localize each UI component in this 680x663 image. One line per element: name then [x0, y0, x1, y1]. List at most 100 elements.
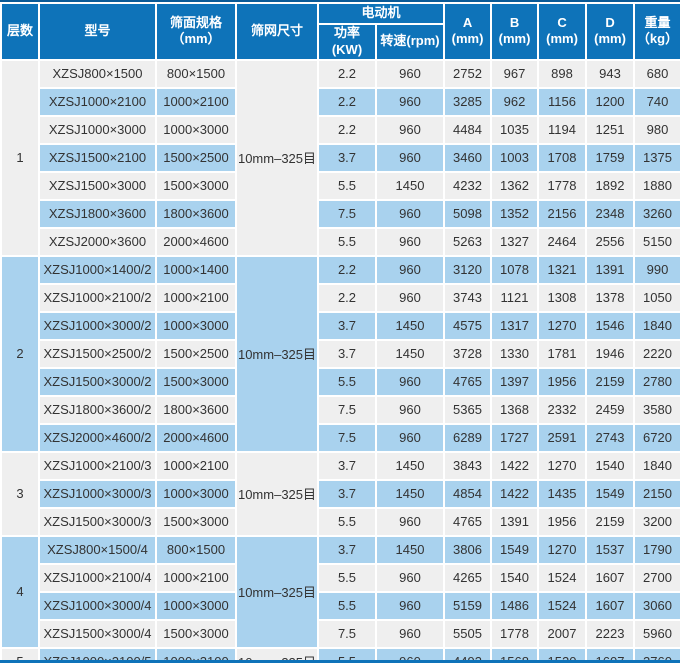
dim-b-cell: 1368: [490, 394, 540, 425]
dim-a-cell: 3728: [443, 338, 493, 369]
power-cell: 5.5: [317, 590, 377, 621]
power-cell: 3.7: [317, 310, 377, 341]
weight-cell: 2150: [633, 478, 680, 509]
dim-c-cell: 1956: [537, 506, 588, 537]
speed-cell: 960: [374, 226, 446, 257]
dim-a-cell: 3285: [443, 86, 493, 117]
dim-b-cell: 1568: [490, 646, 540, 660]
power-cell: 7.5: [317, 394, 377, 425]
dim-a-cell: 4575: [443, 310, 493, 341]
header-row-1: 层数 型号 筛面规格 （mm） 筛网尺寸 电动机 A (mm) B (mm) C…: [0, 2, 680, 61]
model-cell: XZSJ1000×3000/3: [38, 478, 157, 509]
table-row: XZSJ1800×3600/2 1800×3600 7.5 960 5365 1368 23…: [1, 394, 680, 425]
dim-a-cell: 5365: [443, 394, 493, 425]
dim-d-cell: 1378: [585, 282, 636, 313]
layer-cell: 3: [0, 450, 40, 537]
dim-c-cell: 898: [537, 58, 588, 89]
speed-cell: 960: [374, 506, 446, 537]
dim-d-cell: 2743: [585, 422, 636, 453]
table-row: XZSJ1500×3000/4 1500×3000 7.5 960 5505 1778 20…: [1, 618, 680, 649]
spec-cell: 1500×2500: [155, 338, 237, 369]
weight-cell: 5150: [633, 226, 680, 257]
power-cell: 2.2: [317, 114, 377, 145]
table-row: XZSJ1500×2500/2 1500×2500 3.7 1450 3728 1330 1…: [1, 338, 680, 369]
speed-cell: 960: [374, 142, 446, 173]
model-cell: XZSJ1000×2100/3: [38, 450, 157, 481]
speed-cell: 960: [374, 646, 446, 660]
weight-cell: 1050: [633, 282, 680, 313]
dim-d-cell: 1607: [585, 590, 636, 621]
dim-d-cell: 1537: [585, 534, 636, 565]
dim-a-cell: 4854: [443, 478, 493, 509]
table-row: XZSJ1500×2100 1500×2500 3.7 960 3460 1003 1708…: [1, 142, 680, 173]
model-cell: XZSJ1000×2100/4: [38, 562, 157, 593]
model-cell: XZSJ1500×3000: [38, 170, 157, 201]
dim-b-cell: 1078: [490, 254, 540, 285]
dim-a-cell: 4232: [443, 170, 493, 201]
header-motor-power: 功率(KW): [317, 23, 377, 61]
model-cell: XZSJ1500×2500/2: [38, 338, 157, 369]
layer-cell: 2: [0, 254, 40, 453]
model-cell: XZSJ1000×3000: [38, 114, 157, 145]
power-cell: 7.5: [317, 198, 377, 229]
speed-cell: 1450: [374, 478, 446, 509]
power-cell: 2.2: [317, 254, 377, 285]
dim-c-cell: 1520: [537, 646, 588, 660]
model-cell: XZSJ1800×3600: [38, 198, 157, 229]
power-cell: 5.5: [317, 226, 377, 257]
spec-cell: 1000×1400: [155, 254, 237, 285]
spec-cell: 1000×3000: [155, 310, 237, 341]
weight-cell: 1840: [633, 310, 680, 341]
weight-cell: 680: [633, 58, 680, 89]
power-cell: 5.5: [317, 646, 377, 660]
dim-b-cell: 1397: [490, 366, 540, 397]
weight-cell: 740: [633, 86, 680, 117]
table-row: XZSJ2000×3600 2000×4600 5.5 960 5263 1327 2464…: [1, 226, 680, 257]
dim-c-cell: 1308: [537, 282, 588, 313]
dim-d-cell: 1892: [585, 170, 636, 201]
dim-c-cell: 1781: [537, 338, 588, 369]
dim-b-cell: 1778: [490, 618, 540, 649]
dim-d-cell: 1759: [585, 142, 636, 173]
weight-cell: 2760: [633, 646, 680, 660]
model-cell: XZSJ1000×1400/2: [38, 254, 157, 285]
weight-cell: 1880: [633, 170, 680, 201]
dim-d-cell: 2459: [585, 394, 636, 425]
dim-b-cell: 1327: [490, 226, 540, 257]
model-cell: XZSJ1000×2100/2: [38, 282, 157, 313]
model-cell: XZSJ1500×3000/2: [38, 366, 157, 397]
header-layers: 层数: [0, 2, 40, 61]
dim-a-cell: 5098: [443, 198, 493, 229]
dim-d-cell: 2556: [585, 226, 636, 257]
power-cell: 2.2: [317, 282, 377, 313]
dim-b-cell: 1540: [490, 562, 540, 593]
model-cell: XZSJ1000×3000/4: [38, 590, 157, 621]
model-cell: XZSJ800×1500: [38, 58, 157, 89]
spec-cell: 2000×4600: [155, 422, 237, 453]
speed-cell: 960: [374, 590, 446, 621]
dim-a-cell: 3843: [443, 450, 493, 481]
model-cell: XZSJ1000×2100: [38, 86, 157, 117]
layer-cell: 5: [0, 646, 40, 660]
dim-d-cell: 1546: [585, 310, 636, 341]
weight-cell: 2780: [633, 366, 680, 397]
table-row: 5 XZSJ1000×2100/5 1000×2100 10mm–325目 5.5 960…: [0, 646, 680, 660]
speed-cell: 960: [374, 394, 446, 425]
model-cell: XZSJ1000×2100/5: [38, 646, 157, 660]
power-cell: 5.5: [317, 506, 377, 537]
dim-c-cell: 2591: [537, 422, 588, 453]
dim-c-cell: 2007: [537, 618, 588, 649]
power-cell: 7.5: [317, 618, 377, 649]
dim-d-cell: 1391: [585, 254, 636, 285]
dim-c-cell: 1156: [537, 86, 588, 117]
spec-cell: 1000×2100: [155, 450, 237, 481]
dim-d-cell: 1200: [585, 86, 636, 117]
spec-cell: 2000×4600: [155, 226, 237, 257]
dim-b-cell: 1121: [490, 282, 540, 313]
dim-b-cell: 1486: [490, 590, 540, 621]
table-row: XZSJ1500×3000/2 1500×3000 5.5 960 4765 1397 19…: [1, 366, 680, 397]
dim-a-cell: 3460: [443, 142, 493, 173]
layer-cell: 4: [0, 534, 40, 649]
